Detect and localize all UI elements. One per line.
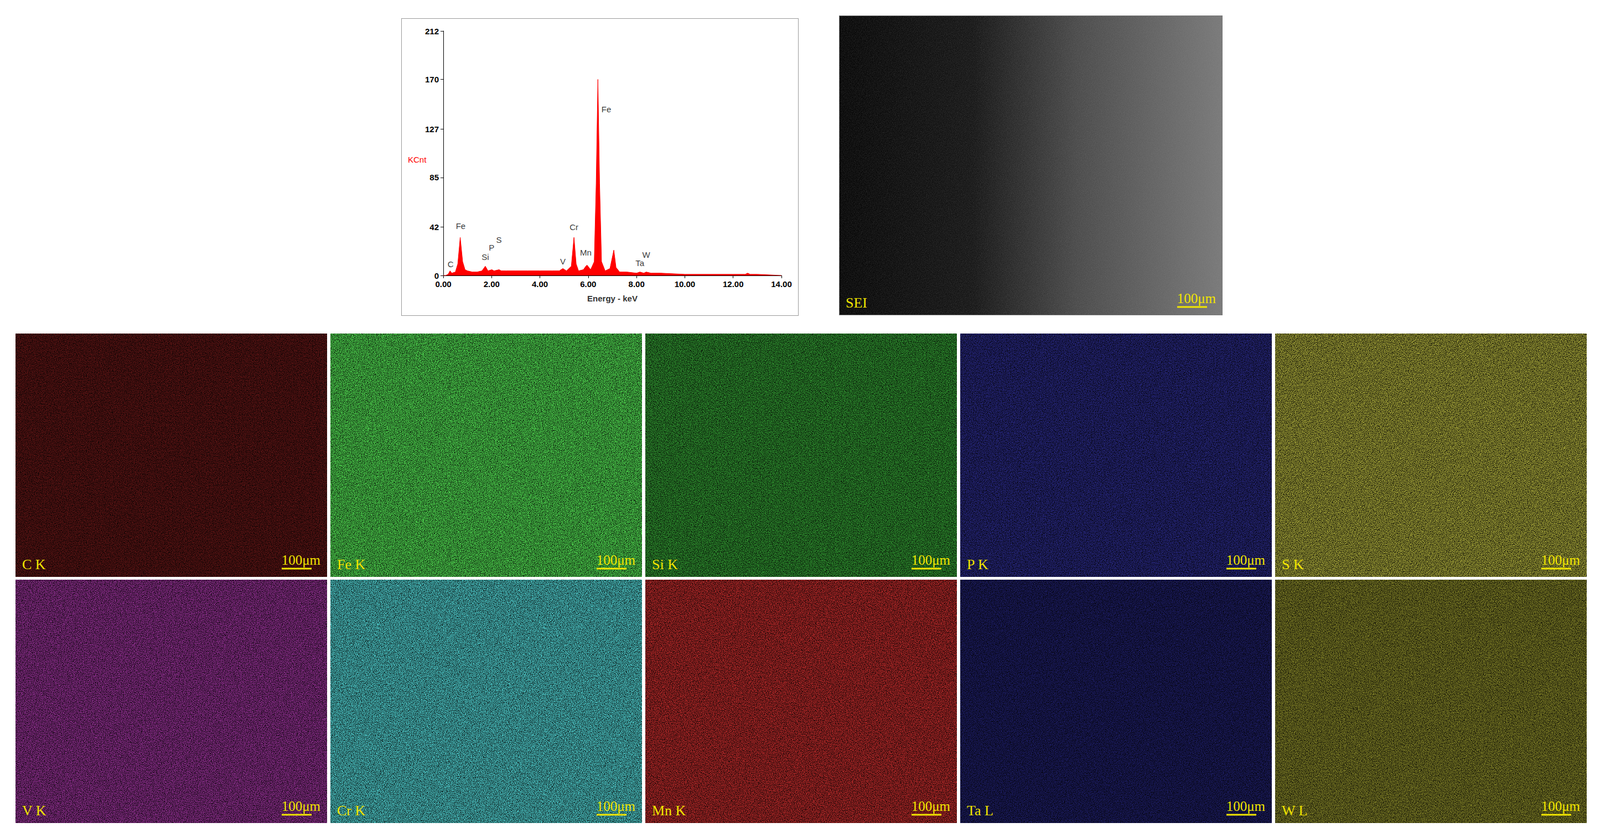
svg-text:Cr K: Cr K xyxy=(337,803,366,820)
svg-text:S: S xyxy=(495,235,502,245)
svg-text:100μm: 100μm xyxy=(1226,552,1266,568)
svg-text:12.00: 12.00 xyxy=(722,279,744,289)
svg-text:Si: Si xyxy=(481,252,489,262)
svg-text:Energy - keV: Energy - keV xyxy=(587,293,638,304)
svg-text:Mn: Mn xyxy=(580,247,592,258)
svg-text:100μm: 100μm xyxy=(596,799,636,815)
svg-text:10.00: 10.00 xyxy=(674,279,696,289)
svg-text:100μm: 100μm xyxy=(911,799,951,815)
svg-text:6.00: 6.00 xyxy=(580,279,597,289)
svg-text:100μm: 100μm xyxy=(281,799,321,815)
svg-text:4.00: 4.00 xyxy=(531,279,548,289)
svg-text:Fe K: Fe K xyxy=(337,556,366,573)
svg-text:V: V xyxy=(560,256,566,267)
svg-text:V K: V K xyxy=(22,803,47,820)
svg-text:100μm: 100μm xyxy=(1541,799,1581,815)
svg-text:Fe: Fe xyxy=(456,221,466,231)
svg-text:100μm: 100μm xyxy=(1177,291,1217,307)
svg-text:212: 212 xyxy=(425,26,439,36)
svg-text:P: P xyxy=(488,242,495,253)
svg-text:0: 0 xyxy=(434,271,439,281)
svg-text:W L: W L xyxy=(1281,803,1308,820)
svg-text:100μm: 100μm xyxy=(911,552,951,568)
svg-text:Si K: Si K xyxy=(651,556,678,573)
svg-text:100μm: 100μm xyxy=(281,552,321,568)
svg-text:SEI: SEI xyxy=(845,294,868,312)
svg-text:85: 85 xyxy=(429,172,439,183)
svg-text:Fe: Fe xyxy=(601,104,612,115)
svg-text:W: W xyxy=(642,250,651,260)
svg-text:100μm: 100μm xyxy=(1226,799,1266,815)
svg-text:14.00: 14.00 xyxy=(770,279,792,289)
svg-text:2.00: 2.00 xyxy=(483,279,500,289)
svg-text:Ta L: Ta L xyxy=(966,803,994,820)
svg-text:127: 127 xyxy=(425,124,439,134)
svg-text:C K: C K xyxy=(22,556,46,573)
svg-text:100μm: 100μm xyxy=(1541,552,1581,568)
svg-text:100μm: 100μm xyxy=(596,552,636,568)
svg-text:Mn K: Mn K xyxy=(651,803,687,820)
svg-text:KCnt: KCnt xyxy=(407,154,427,165)
svg-text:0.00: 0.00 xyxy=(435,279,452,289)
svg-text:P K: P K xyxy=(966,556,989,573)
svg-text:170: 170 xyxy=(425,74,439,85)
svg-text:S K: S K xyxy=(1281,556,1304,573)
svg-text:C: C xyxy=(447,259,454,269)
svg-text:8.00: 8.00 xyxy=(628,279,645,289)
svg-text:Ta: Ta xyxy=(635,258,645,268)
svg-text:42: 42 xyxy=(429,222,439,232)
svg-text:Cr: Cr xyxy=(569,222,579,232)
